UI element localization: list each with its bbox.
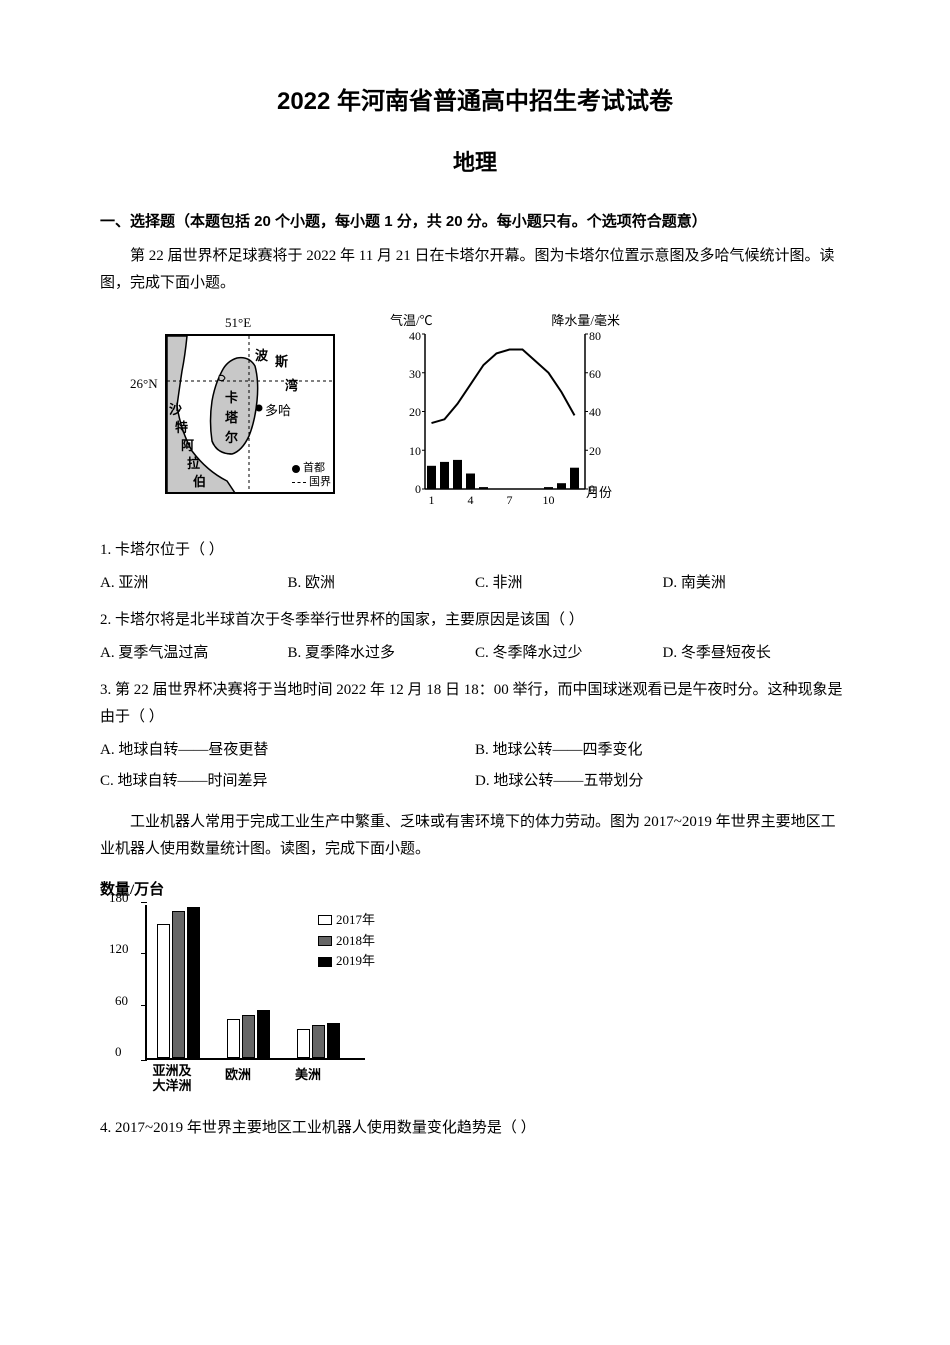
q1-optB[interactable]: B. 欧洲 [288, 570, 476, 597]
svg-text:80: 80 [589, 329, 601, 343]
q2-options: A. 夏季气温过高 B. 夏季降水过多 C. 冬季降水过少 D. 冬季昼短夜长 [100, 640, 850, 667]
q3-optC[interactable]: C. 地球自转——时间差异 [100, 768, 475, 795]
legend-2017: 2017年 [336, 910, 375, 931]
q2-stem: 2. 卡塔尔将是北半球首次于冬季举行世界杯的国家，主要原因是该国（ ） [100, 607, 850, 634]
q3-optB[interactable]: B. 地球公转——四季变化 [475, 737, 850, 764]
svg-text:20: 20 [589, 444, 601, 458]
q1-optA[interactable]: A. 亚洲 [100, 570, 288, 597]
xcat-asia-1: 亚洲及 [142, 1063, 202, 1079]
legend-border-text: 国界 [309, 476, 331, 488]
q2-optB[interactable]: B. 夏季降水过多 [288, 640, 476, 667]
q3-optD[interactable]: D. 地球公转——五带划分 [475, 768, 850, 795]
map-lat-label: 26°N [130, 372, 158, 395]
svg-text:10: 10 [409, 444, 421, 458]
q2-optD[interactable]: D. 冬季昼短夜长 [663, 640, 851, 667]
map-saudi-5: 伯 [193, 470, 206, 493]
svg-text:7: 7 [507, 493, 513, 507]
map-gulf-2: 斯 [275, 350, 288, 373]
bar-am-2017 [297, 1029, 310, 1057]
svg-text:20: 20 [409, 405, 421, 419]
ytick-180: 180 [109, 886, 129, 909]
q4-stem: 4. 2017~2019 年世界主要地区工业机器人使用数量变化趋势是（ ） [100, 1115, 850, 1142]
svg-text:1: 1 [429, 493, 435, 507]
q3-options: A. 地球自转——昼夜更替 B. 地球公转——四季变化 C. 地球自转——时间差… [100, 737, 850, 799]
legend-2019: 2019年 [336, 951, 375, 972]
svg-text:60: 60 [589, 367, 601, 381]
svg-text:10: 10 [543, 493, 555, 507]
doha-climate-chart: 气温/℃ 降水量/毫米 0 10 20 30 40 0 [390, 309, 620, 519]
q1-optC[interactable]: C. 非洲 [475, 570, 663, 597]
x-axis-month-label: 月份 [586, 481, 612, 504]
svg-text:4: 4 [468, 493, 474, 507]
map-lon-label: 51°E [225, 311, 251, 334]
q3-stem: 3. 第 22 届世界杯决赛将于当地时间 2022 年 12 月 18 日 18… [100, 677, 850, 731]
subject-title: 地理 [100, 143, 850, 183]
passage-1: 第 22 届世界杯足球赛将于 2022 年 11 月 21 日在卡塔尔开幕。图为… [100, 243, 850, 297]
bar-eu-2019 [257, 1010, 270, 1057]
map-legend: 首都 国界 [292, 461, 331, 490]
bar-eu-2018 [242, 1015, 255, 1058]
robot-bar-chart: 数量/万台 0 60 120 180 2017年 2018年 [100, 875, 380, 1105]
svg-text:40: 40 [589, 405, 601, 419]
svg-text:40: 40 [409, 329, 421, 343]
svg-text:0: 0 [415, 482, 421, 496]
ytick-0: 0 [115, 1040, 122, 1063]
bar-am-2018 [312, 1025, 325, 1058]
map-frame: 波 斯 湾 卡 塔 尔 多哈 沙 特 阿 拉 伯 首都 国界 [165, 334, 335, 494]
passage-2: 工业机器人常用于完成工业生产中繁重、乏味或有害环境下的体力劳动。图为 2017~… [100, 809, 850, 863]
ytick-60: 60 [115, 989, 128, 1012]
bar-group-america [297, 1023, 342, 1057]
map-qatar-3: 尔 [225, 426, 238, 449]
map-gulf-1: 波 [255, 344, 268, 367]
q1-stem: 1. 卡塔尔位于（ ） [100, 537, 850, 564]
q3-optA[interactable]: A. 地球自转——昼夜更替 [100, 737, 475, 764]
bar-asia-2019 [187, 907, 200, 1058]
ytick-120: 120 [109, 937, 129, 960]
figure-row-1: 51°E 26°N 波 斯 湾 [130, 309, 850, 519]
q1-options: A. 亚洲 B. 欧洲 C. 非洲 D. 南美洲 [100, 570, 850, 597]
xcat-america: 美洲 [288, 1063, 328, 1086]
legend-capital-text: 首都 [303, 462, 325, 474]
xcat-europe: 欧洲 [218, 1063, 258, 1086]
bar-axes: 0 60 120 180 2017年 2018年 2019年 [145, 905, 365, 1060]
bar-asia-2018 [172, 911, 185, 1057]
bar-eu-2017 [227, 1019, 240, 1058]
q2-optC[interactable]: C. 冬季降水过少 [475, 640, 663, 667]
bar-am-2019 [327, 1023, 340, 1057]
exam-title: 2022 年河南省普通高中招生考试试卷 [100, 80, 850, 123]
bar-group-asia [157, 907, 202, 1058]
bar-legend: 2017年 2018年 2019年 [318, 910, 375, 972]
q2-optA[interactable]: A. 夏季气温过高 [100, 640, 288, 667]
q1-optD[interactable]: D. 南美洲 [663, 570, 851, 597]
map-gulf-3: 湾 [285, 374, 298, 397]
xcat-asia-2: 大洋洲 [142, 1078, 202, 1094]
section-1-header: 一、选择题（本题包括 20 个小题，每小题 1 分，共 20 分。每小题只有。个… [100, 208, 850, 235]
svg-text:30: 30 [409, 367, 421, 381]
bar-group-europe [227, 1010, 272, 1057]
map-capital-label: 多哈 [265, 399, 291, 422]
bar-asia-2017 [157, 924, 170, 1058]
qatar-map: 51°E 26°N 波 斯 湾 [130, 309, 350, 519]
legend-2018: 2018年 [336, 931, 375, 952]
